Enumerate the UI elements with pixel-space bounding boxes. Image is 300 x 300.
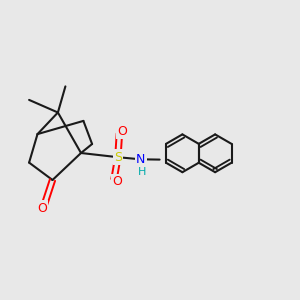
Text: S: S bbox=[114, 151, 122, 164]
Text: O: O bbox=[37, 202, 47, 215]
Text: O: O bbox=[118, 124, 127, 138]
Text: H: H bbox=[138, 167, 146, 177]
Text: O: O bbox=[112, 175, 122, 188]
Text: N: N bbox=[136, 153, 146, 167]
